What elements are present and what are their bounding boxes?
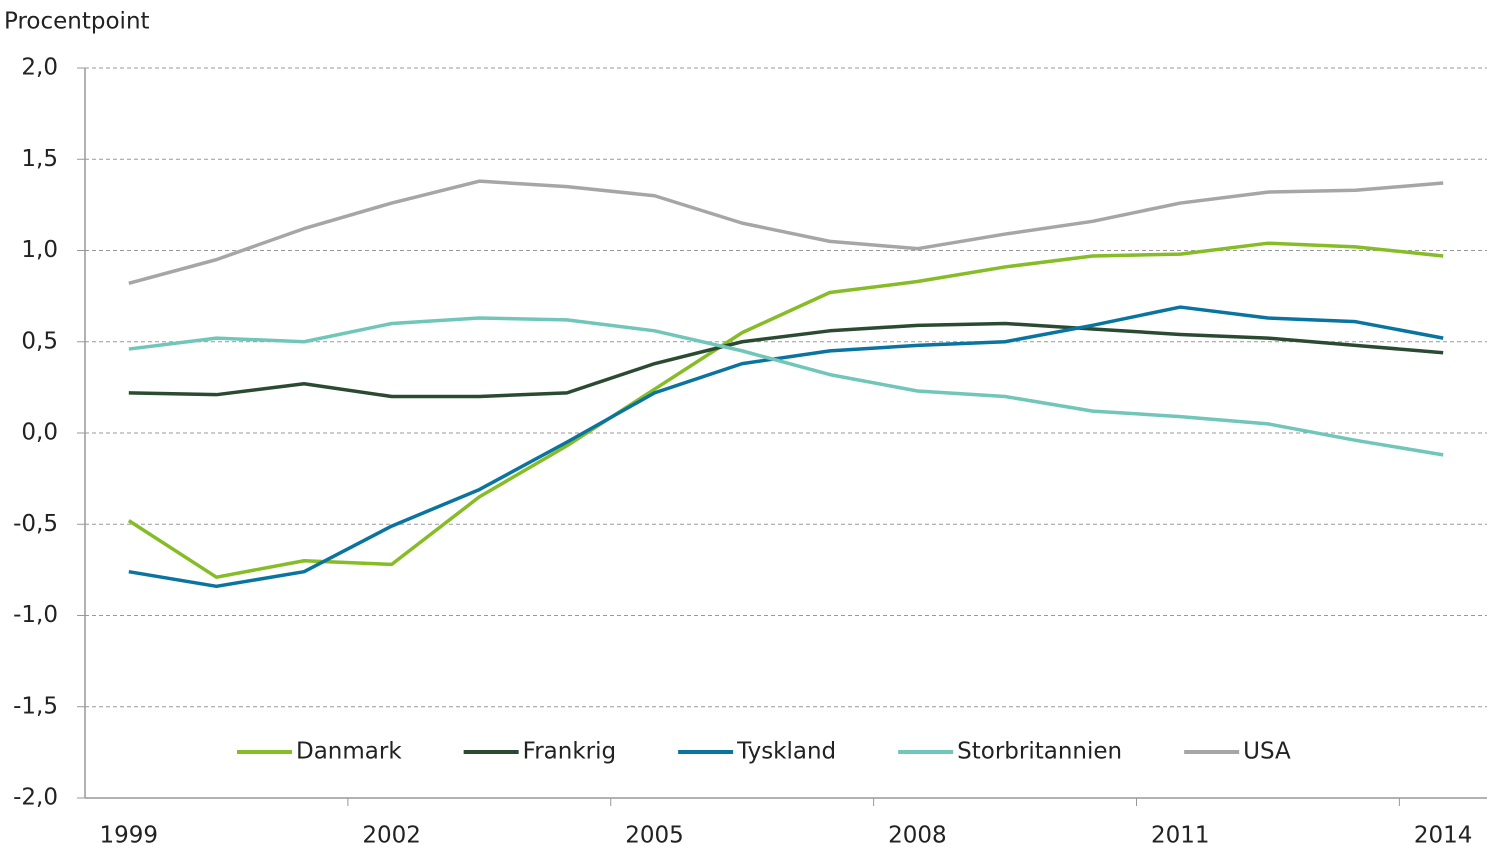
legend-label: Tyskland [736,739,836,765]
y-axis-label: Procentpoint [4,9,150,35]
x-tick-label: 1999 [100,823,159,848]
y-tick-label: -2,0 [13,785,58,811]
y-tick-label: 0,5 [21,328,58,354]
line [127,241,1444,579]
legend-label: USA [1243,739,1291,765]
x-tick-label: 2005 [625,823,684,848]
line [128,179,1444,286]
y-tick-label: 1,5 [21,146,58,172]
y-tick-label: -1,5 [13,693,58,719]
x-tick-label: 2011 [1151,823,1210,848]
line [128,316,1444,457]
y-tick-label: -1,0 [13,602,58,628]
line [128,305,1444,589]
x-tick-label: 2002 [362,823,421,848]
legend-label: Storbritannien [957,739,1122,765]
x-tick-label: 2014 [1414,823,1473,848]
legend-label: Frankrig [523,739,616,765]
y-tick-label: 1,0 [21,237,58,263]
y-tick-label: 2,0 [21,55,58,81]
x-tick-label: 2008 [888,823,947,848]
y-tick-label: 0,0 [21,420,58,446]
legend-label: Danmark [296,739,402,765]
y-tick-label: -0,5 [13,511,58,537]
line [128,321,1444,399]
